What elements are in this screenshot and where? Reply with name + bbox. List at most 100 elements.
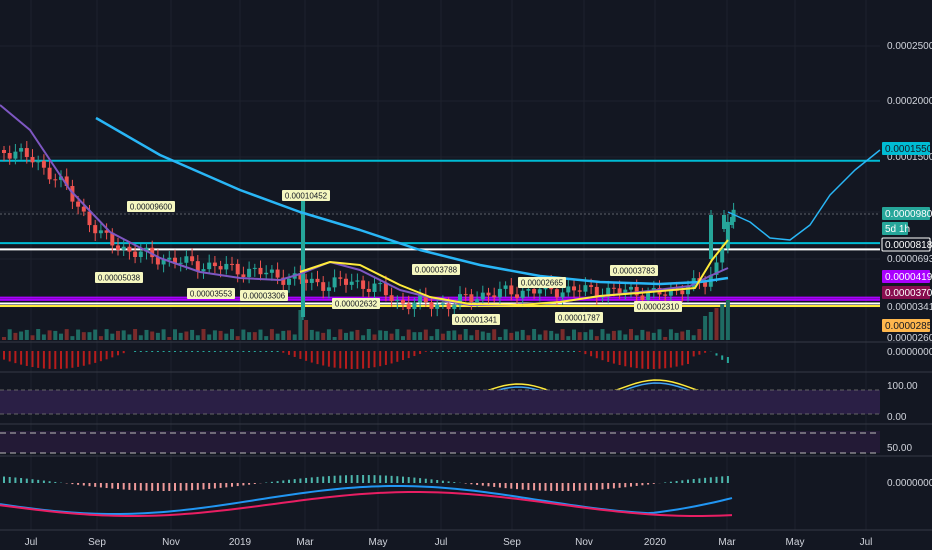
volume-bar (651, 332, 656, 340)
macd-bar (573, 483, 575, 491)
volume-bar (133, 329, 138, 340)
histogram-bar (105, 351, 108, 360)
histogram-bar (476, 351, 479, 352)
volume-bar (720, 304, 725, 340)
volume-bar (526, 335, 531, 340)
volume-bar (566, 336, 571, 340)
histogram-bar (601, 351, 604, 361)
volume-bar (452, 330, 457, 340)
macd-bar (624, 483, 627, 488)
histogram-bar (82, 351, 85, 366)
macd-bar (567, 483, 570, 491)
price-tag-box (882, 222, 908, 235)
candle-body (201, 269, 206, 272)
macd-bar (464, 483, 467, 484)
histogram-bar (698, 351, 701, 355)
volume-bar (577, 332, 582, 340)
macd-bar (111, 483, 114, 489)
histogram-bar (111, 351, 114, 358)
macd-bar (248, 483, 251, 485)
candle-body (344, 278, 348, 285)
price-annotation-label: 0.00002310 (637, 303, 680, 312)
price-tag-label: 0.00009802 (885, 209, 932, 220)
histogram-bar (231, 351, 233, 352)
volume-bar (657, 329, 662, 340)
volume-bar (663, 336, 668, 340)
candle-body (401, 299, 405, 304)
x-tick-label: 2020 (644, 537, 667, 548)
histogram-bar (202, 351, 205, 352)
macd-bar (692, 478, 695, 483)
histogram-bar (356, 351, 359, 369)
histogram-bar (481, 351, 484, 352)
price-annotation-label: 0.00005038 (98, 274, 141, 283)
x-tick-label: Nov (162, 537, 180, 548)
histogram-bar (493, 351, 496, 352)
candle-body (309, 278, 314, 283)
histogram-bar (715, 353, 718, 356)
volume-bar (497, 336, 502, 340)
macd-bar (487, 483, 490, 487)
candle-body (412, 302, 417, 310)
histogram-bar (430, 351, 433, 352)
volume-bar (116, 330, 120, 340)
volume-bar (429, 336, 434, 340)
volume-bar (440, 333, 445, 340)
candle-body (566, 286, 571, 293)
candle-body (520, 290, 525, 298)
macd-bar (117, 483, 119, 490)
histogram-bar (117, 351, 119, 356)
macd-bar (362, 475, 365, 483)
macd-bar (664, 482, 667, 483)
histogram-bar (618, 351, 621, 366)
volume-bar (458, 334, 462, 340)
macd-bar (288, 479, 290, 483)
macd-bar (42, 480, 45, 483)
volume-bar (401, 336, 405, 340)
candle-body (298, 273, 303, 280)
candle-body (480, 292, 485, 300)
histogram-bar (459, 351, 461, 352)
macd-bar (128, 483, 131, 490)
macd-bar (151, 483, 154, 491)
macd-bar (453, 482, 456, 483)
candle-body (167, 257, 172, 260)
histogram-bar (322, 351, 325, 366)
volume-bar (600, 329, 605, 340)
histogram-bar (487, 351, 490, 352)
candle-body (121, 246, 126, 250)
price-annotation-label: 0.00002665 (521, 279, 564, 288)
histogram-bar (65, 351, 68, 369)
histogram-bar (362, 351, 365, 369)
candle-body (30, 156, 35, 163)
price-tag-label: 5d 1h (885, 224, 910, 235)
x-axis: Jul Sep Nov 2019 Mar May Jul Sep Nov 2020 Mar May Ju… (25, 537, 873, 548)
macd-bar (253, 483, 256, 484)
candle-body (93, 225, 98, 234)
histogram-bar (464, 351, 467, 352)
histogram-bar (293, 351, 296, 357)
macd-bar (94, 483, 97, 487)
candle-body (554, 289, 559, 298)
candle-body (321, 282, 326, 291)
candle-body (218, 266, 223, 270)
histogram-bar (612, 351, 615, 364)
macd-bar (134, 483, 137, 491)
macd-bar (48, 481, 51, 483)
volume-bar (195, 335, 200, 340)
macd-bar (709, 477, 712, 483)
candle-body (503, 285, 508, 289)
histogram-bar (607, 351, 610, 362)
price-tag-label: 0.00015509 (885, 144, 932, 155)
macd-bar (384, 475, 387, 483)
candle-body (463, 294, 468, 296)
candle-body (686, 286, 690, 295)
volume-bar (395, 329, 400, 340)
macd-bar (305, 477, 308, 483)
price-annotation-box (412, 264, 460, 275)
volume-bar (583, 332, 588, 340)
volume-bar (144, 329, 149, 340)
macd-bar (282, 480, 285, 483)
histogram-bar (168, 351, 171, 352)
